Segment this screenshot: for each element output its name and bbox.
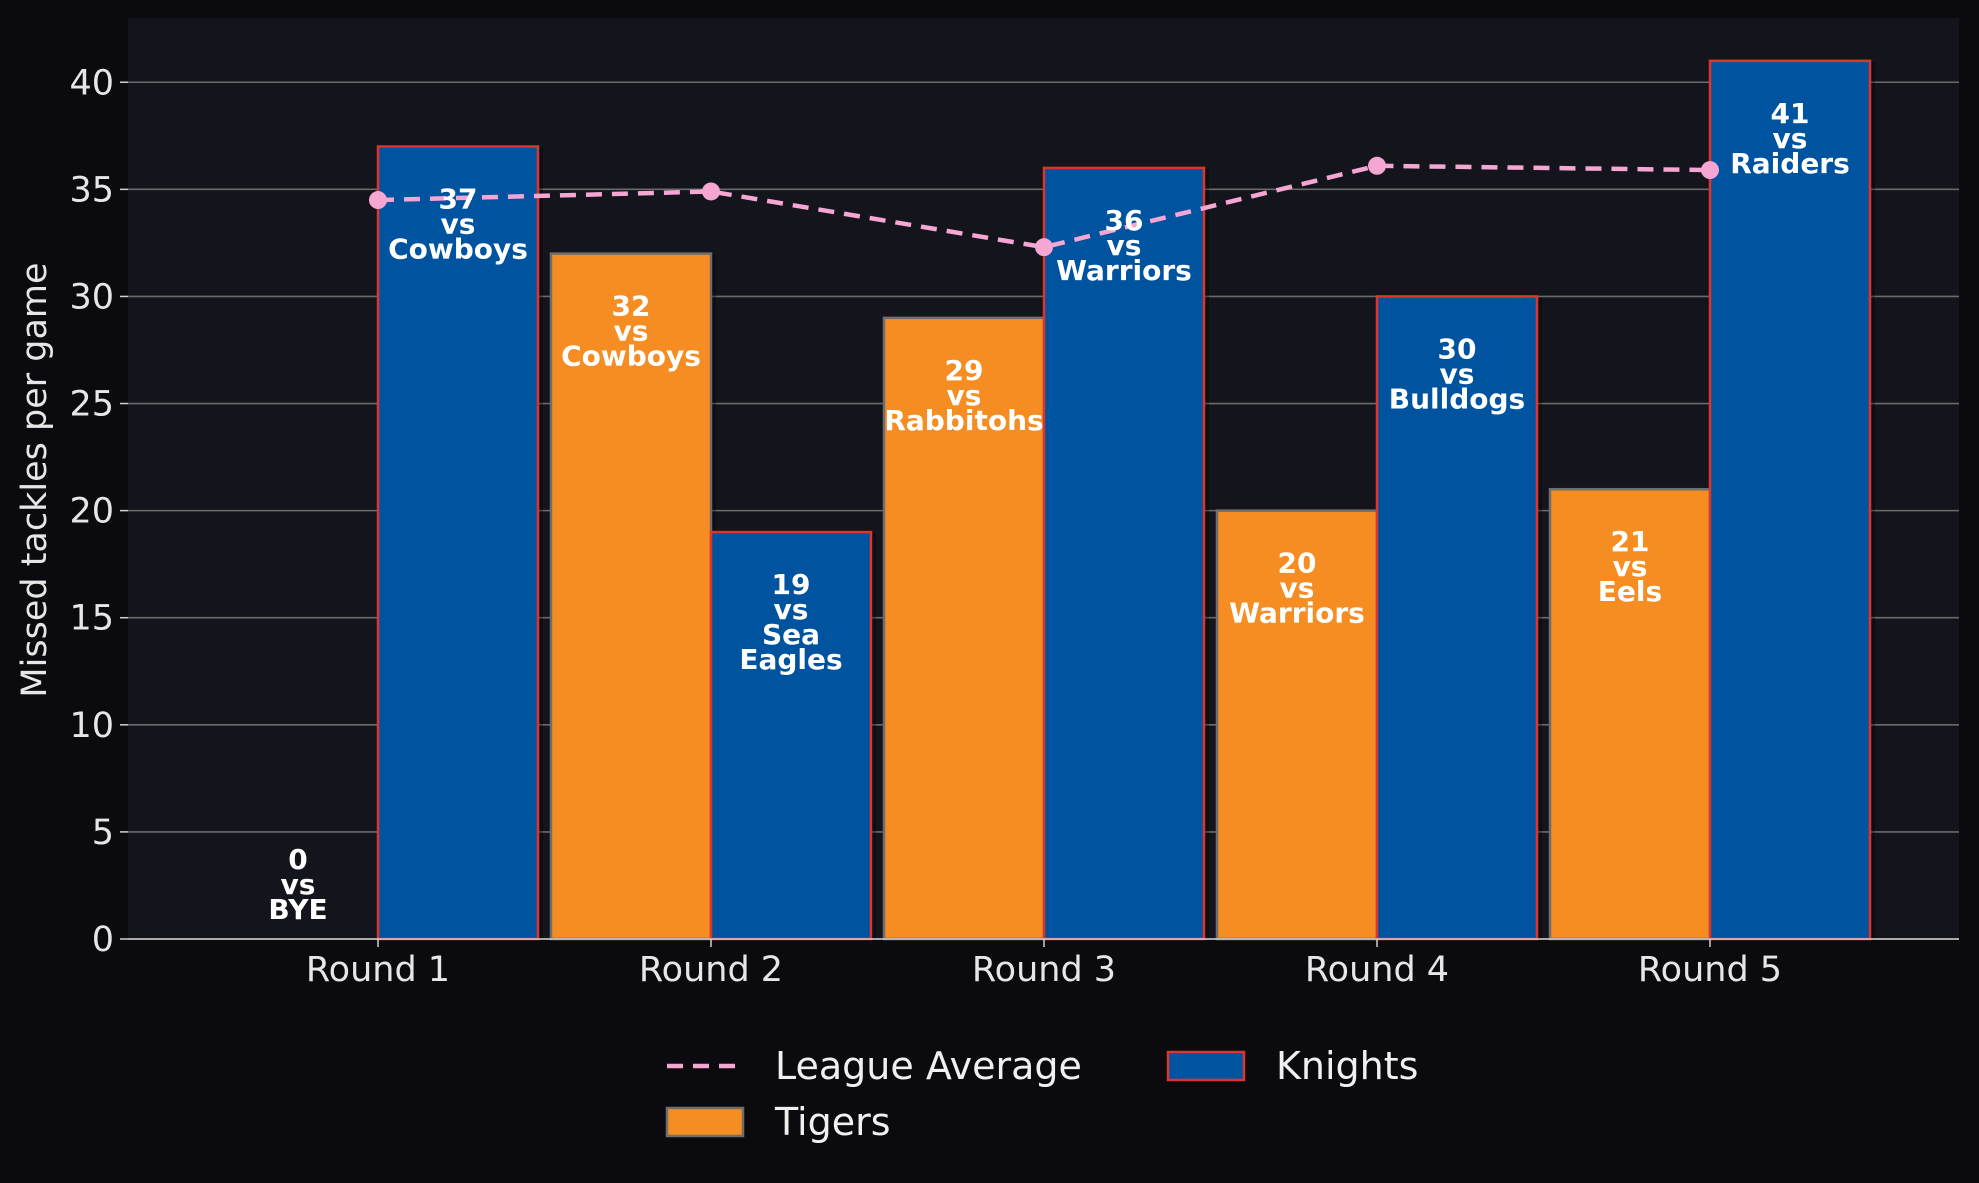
bar-value-label: Rabbitohs [884, 404, 1043, 437]
bar-value-label: 36 [1105, 204, 1144, 237]
x-tick-label: Round 3 [972, 950, 1116, 990]
y-tick-label: 30 [69, 277, 114, 317]
x-tick-label: Round 4 [1305, 950, 1449, 990]
bars [376, 59, 1875, 941]
y-tick-label: 25 [69, 385, 114, 425]
bar-value-label: vs [281, 868, 316, 901]
bar-value-label: 30 [1438, 332, 1477, 365]
bar-value-label: Sea [762, 618, 820, 651]
league-average-point [1701, 161, 1719, 180]
knights-bar [709, 530, 873, 941]
y-tick-label: 20 [69, 492, 114, 532]
bar-value-label: 19 [772, 568, 811, 601]
tigers-bar [882, 316, 1046, 941]
bar-value-label: vs [1280, 572, 1315, 605]
x-tick-label: Round 1 [306, 950, 450, 990]
y-tick-label: 40 [69, 63, 114, 103]
legend-knights-swatch [1166, 1050, 1246, 1082]
x-tick-label: Round 2 [639, 950, 783, 990]
league-average-point [702, 182, 720, 201]
y-axis-title: Missed tackles per game [15, 262, 55, 697]
y-tick-label: 15 [69, 599, 114, 639]
bar-value-label: Warriors [1056, 254, 1192, 287]
y-tick-label: 35 [69, 170, 114, 210]
bar-value-label: Warriors [1229, 597, 1365, 630]
legend-tigers-label: Tigers [774, 1100, 891, 1144]
bar-value-label: 20 [1278, 547, 1317, 580]
tigers-bar [1215, 509, 1379, 941]
bar-value-label: 37 [439, 183, 478, 216]
league-average-point [1035, 238, 1053, 257]
axes: 0 5 10 15 20 25 30 35 40 Round 1 Round 2 Round 3 Rou… [69, 63, 1959, 990]
bar-value-label: 32 [612, 290, 651, 323]
league-average-point [1368, 156, 1386, 175]
legend-league-average-label: League Average [775, 1044, 1082, 1088]
bar-value-label: 21 [1611, 525, 1650, 558]
bar-value-label: Cowboys [561, 340, 701, 373]
league-average-line [369, 156, 1719, 257]
bar-value-label: Eels [1598, 575, 1662, 608]
bar-value-label: vs [441, 208, 476, 241]
bar-value-label: Bulldogs [1389, 382, 1525, 415]
knights-bar [1708, 59, 1872, 941]
bar-value-label: vs [1107, 229, 1142, 262]
legend: League Average Tigers Knights [665, 1044, 1418, 1144]
legend-tigers-swatch [665, 1106, 745, 1138]
knights-bar [1042, 166, 1206, 941]
bar-value-label: Cowboys [388, 233, 528, 266]
tigers-bar [1548, 487, 1712, 941]
bar-value-label: Raiders [1730, 147, 1850, 180]
y-tick-label: 5 [92, 813, 114, 853]
x-tick-label: Round 5 [1638, 950, 1782, 990]
bar-value-label: 29 [945, 354, 984, 387]
bar-value-label: Eagles [739, 643, 842, 676]
bar-value-label: vs [774, 593, 809, 626]
league-average-path [377, 163, 1711, 250]
bar-value-label: vs [1773, 122, 1808, 155]
y-tick-label: 10 [69, 706, 114, 746]
bar-value-label: vs [1440, 357, 1475, 390]
legend-knights-label: Knights [1276, 1044, 1418, 1088]
bar-labels: 0vsBYE37vsCowboys32vsCowboys19vsSeaEagle… [268, 97, 1849, 926]
bar-value-label: vs [614, 315, 649, 348]
bar-value-label: vs [1613, 550, 1648, 583]
bar-value-label: 0 [288, 843, 307, 876]
knights-bar [1375, 295, 1539, 941]
bar-value-label: BYE [268, 893, 327, 926]
bar-value-label: vs [947, 379, 982, 412]
bar-value-label: 41 [1771, 97, 1810, 130]
y-tick-label: 0 [92, 920, 114, 960]
league-average-point [369, 191, 387, 210]
knights-bar [376, 145, 540, 941]
